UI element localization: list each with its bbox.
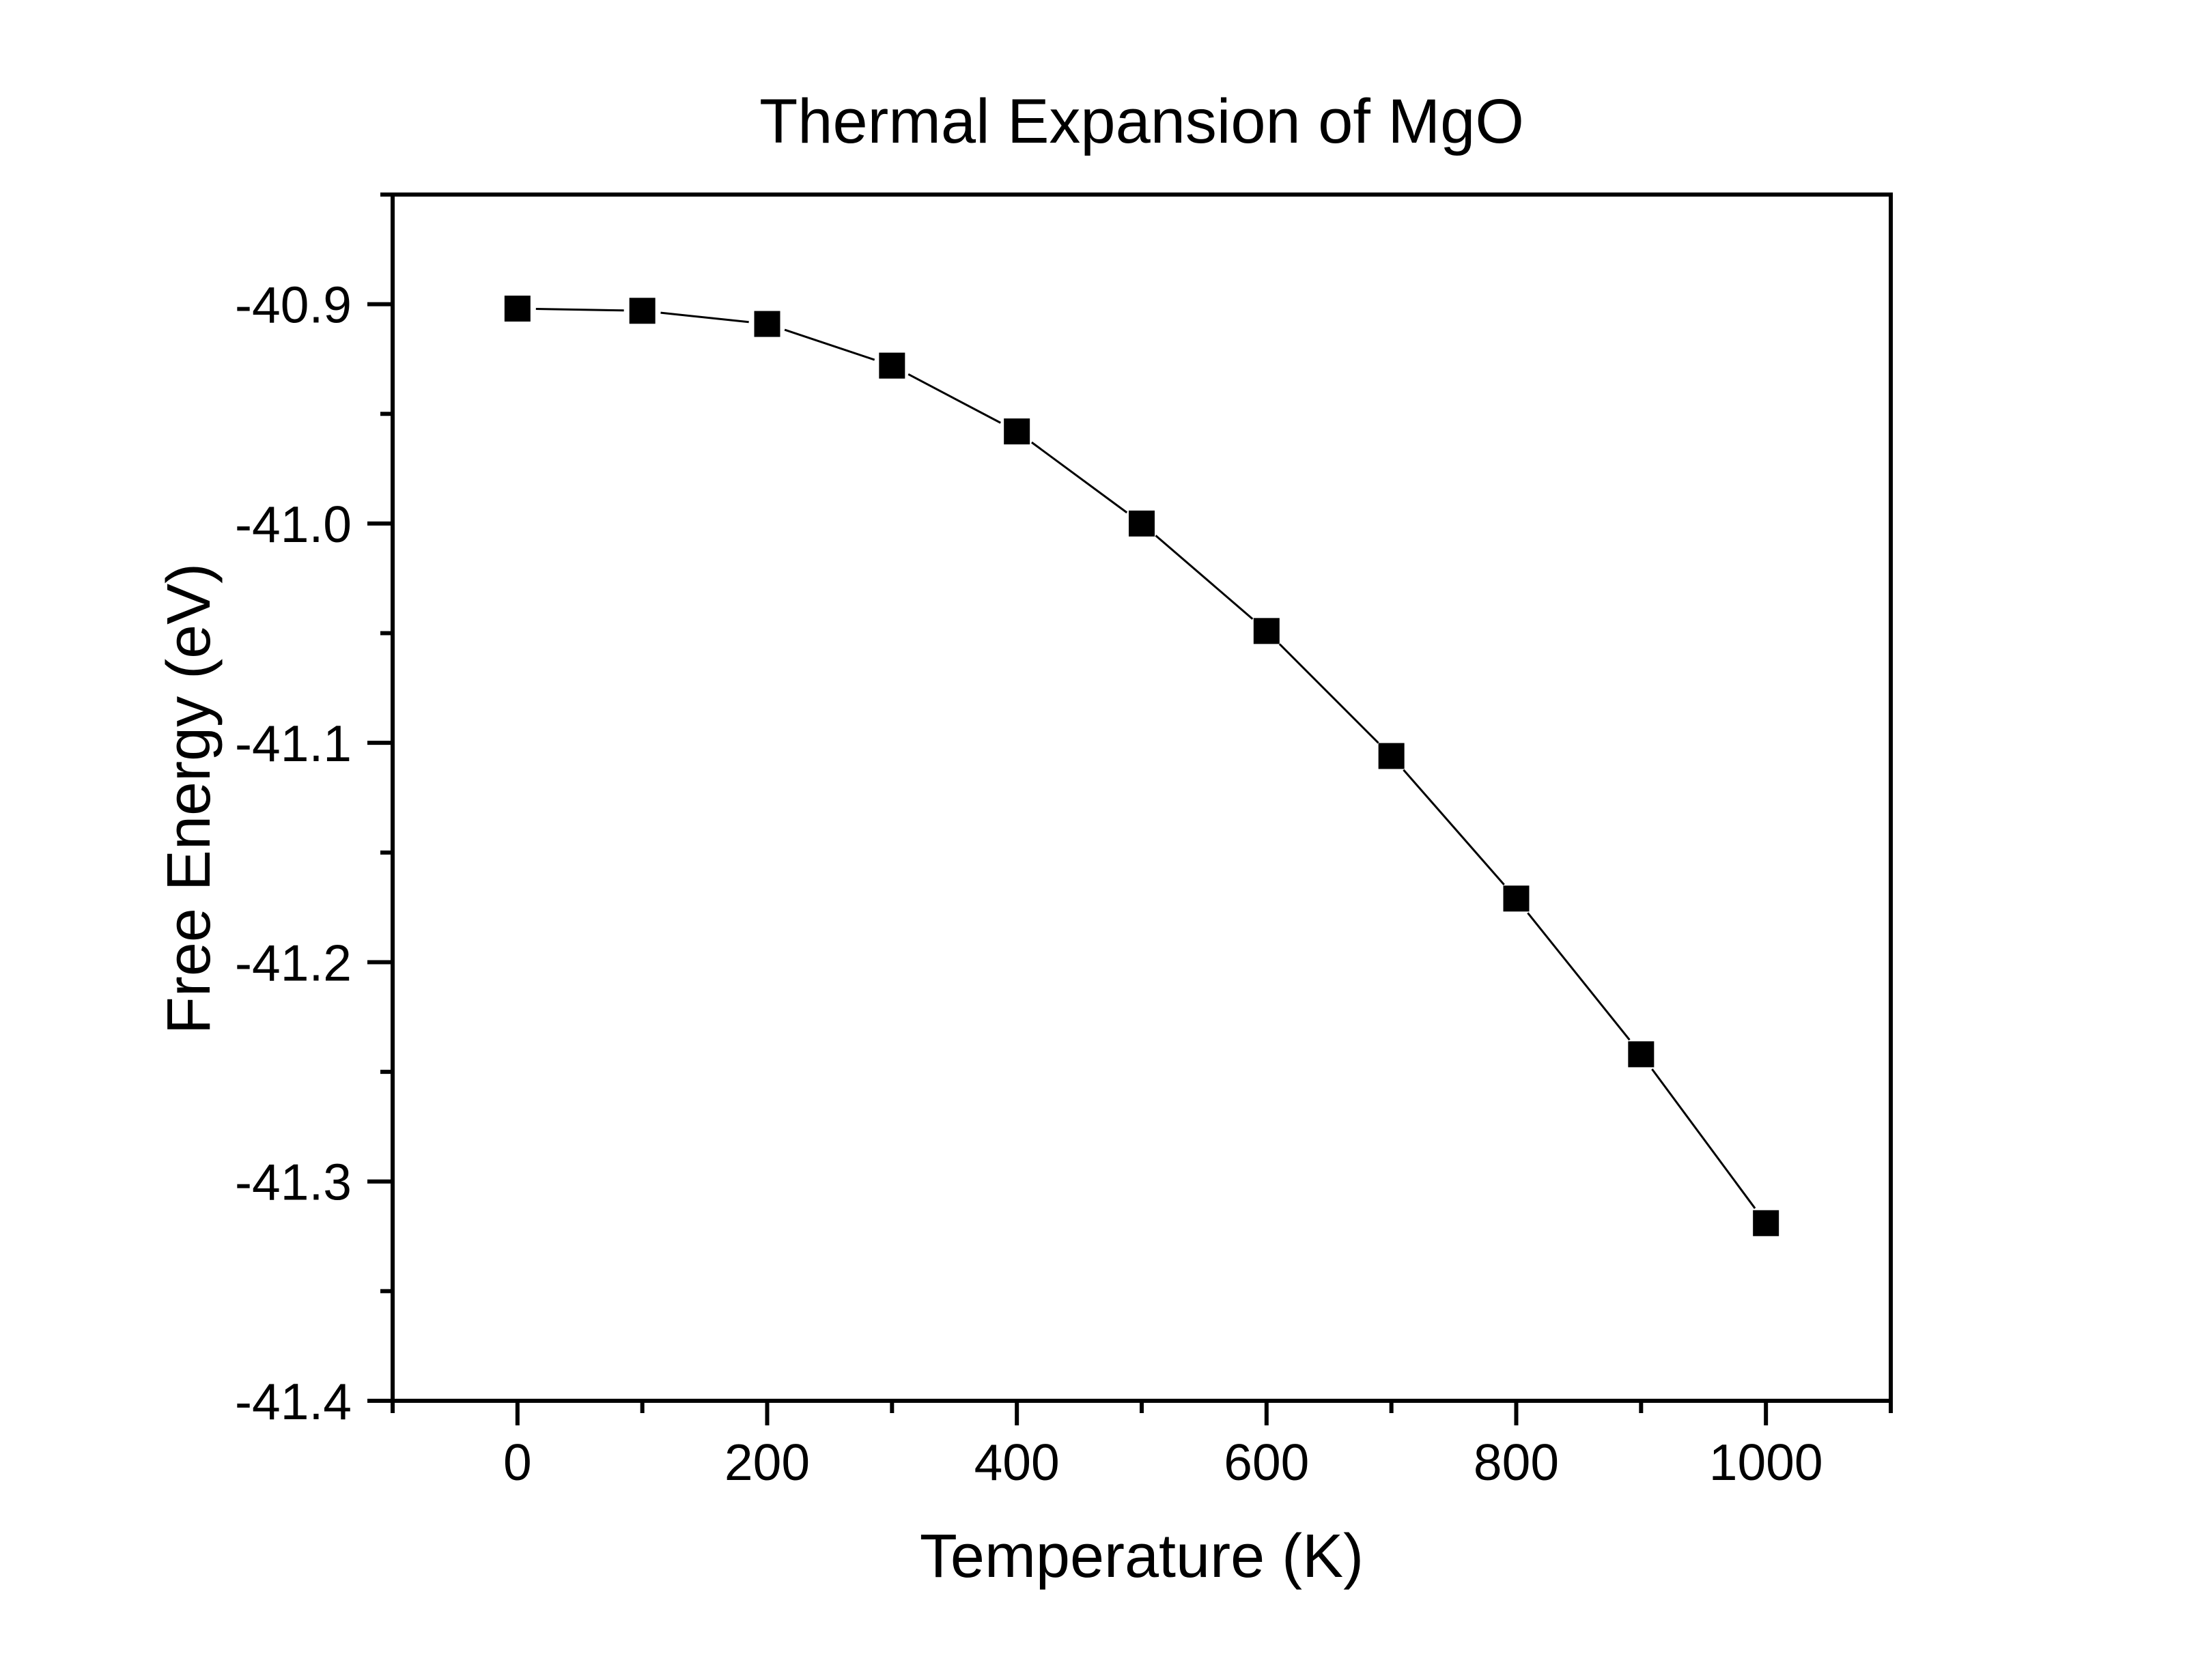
series-line-segment	[1031, 441, 1128, 514]
series-line-segment	[535, 308, 624, 312]
data-point-marker	[504, 296, 531, 322]
tick-labels: 0 200 400 600 800 1000 -40.9 -41.0 -41.1 -41.2 -41…	[235, 276, 1823, 1491]
x-tick-label: 800	[1474, 1434, 1559, 1491]
data-point-marker	[879, 352, 905, 379]
x-tick-label: 200	[724, 1434, 810, 1491]
y-tick-label: -40.9	[235, 276, 352, 334]
x-axis-label: Temperature (K)	[920, 1522, 1364, 1591]
chart-title: Thermal Expansion of MgO	[759, 87, 1524, 156]
data-series	[504, 296, 1779, 1236]
series-line-segment	[1155, 535, 1254, 620]
series-line-segment	[1403, 769, 1505, 885]
data-point-marker	[1628, 1041, 1655, 1068]
data-point-marker	[1753, 1210, 1779, 1236]
data-point-marker	[754, 311, 780, 337]
series-line-segment	[660, 311, 749, 324]
x-tick-label: 400	[974, 1434, 1060, 1491]
data-point-marker	[1004, 418, 1030, 444]
data-point-marker	[1378, 743, 1405, 769]
data-point-marker	[1129, 510, 1155, 537]
data-point-marker	[629, 298, 656, 324]
series-line-segment	[1527, 912, 1631, 1041]
y-tick-label: -41.1	[235, 715, 352, 772]
plot-frame	[391, 193, 1893, 1403]
y-tick-label: -41.4	[235, 1373, 352, 1430]
data-point-marker	[1253, 618, 1280, 644]
x-tick-label: 600	[1224, 1434, 1309, 1491]
data-point-marker	[1503, 885, 1530, 912]
y-tick-label: -41.3	[235, 1154, 352, 1211]
x-tick-label: 1000	[1709, 1434, 1823, 1491]
y-axis-label: Free Energy (eV)	[155, 563, 223, 1034]
series-line-segment	[1278, 643, 1379, 744]
x-tick-label: 0	[503, 1434, 532, 1491]
series-line-segment	[1651, 1068, 1756, 1209]
series-line-segment	[784, 328, 875, 361]
y-tick-label: -41.2	[235, 934, 352, 991]
y-tick-label: -41.0	[235, 496, 352, 553]
series-line-segment	[907, 373, 1001, 424]
